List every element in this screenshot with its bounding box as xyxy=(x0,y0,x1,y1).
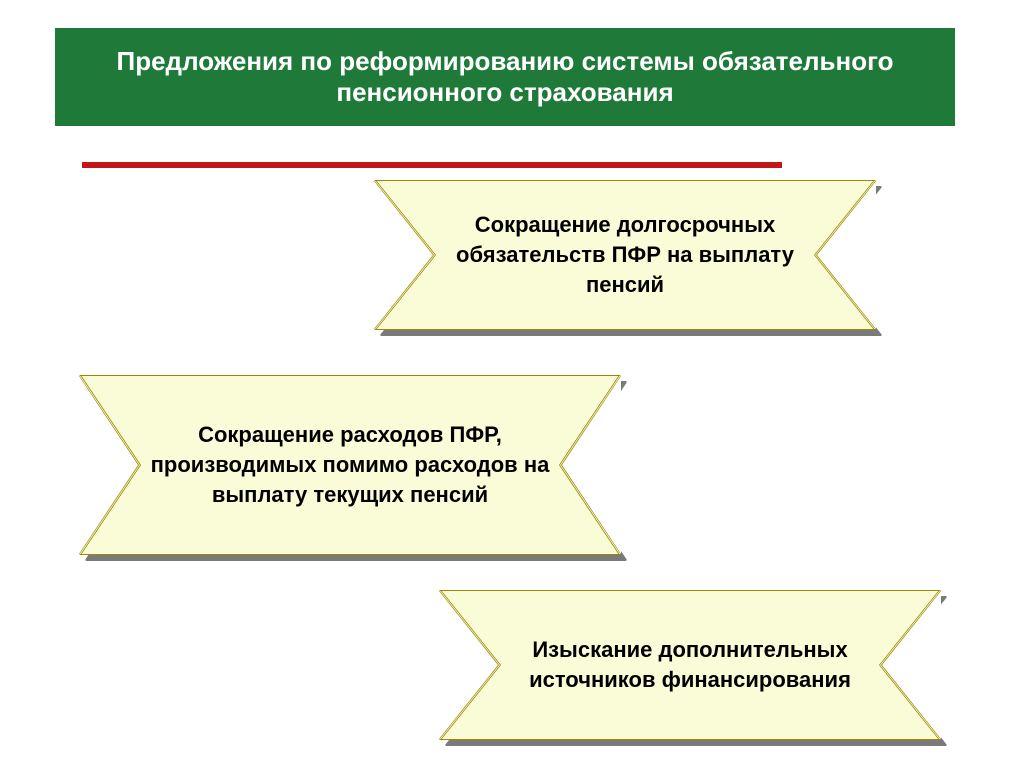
slide-title: Предложения по реформированию системы об… xyxy=(55,28,955,126)
box1-text: Сокращение долгосрочных обязательств ПФР… xyxy=(435,180,815,330)
accent-line xyxy=(82,162,782,168)
box1: Сокращение долгосрочных обязательств ПФР… xyxy=(375,180,875,330)
box2-text: Сокращение расходов ПФР, производимых по… xyxy=(140,375,560,555)
box2: Сокращение расходов ПФР, производимых по… xyxy=(80,375,620,555)
slide-title-text: Предложения по реформированию системы об… xyxy=(117,46,894,107)
box3: Изыскание дополнительных источников фина… xyxy=(440,590,940,740)
box3-text: Изыскание дополнительных источников фина… xyxy=(500,590,880,740)
